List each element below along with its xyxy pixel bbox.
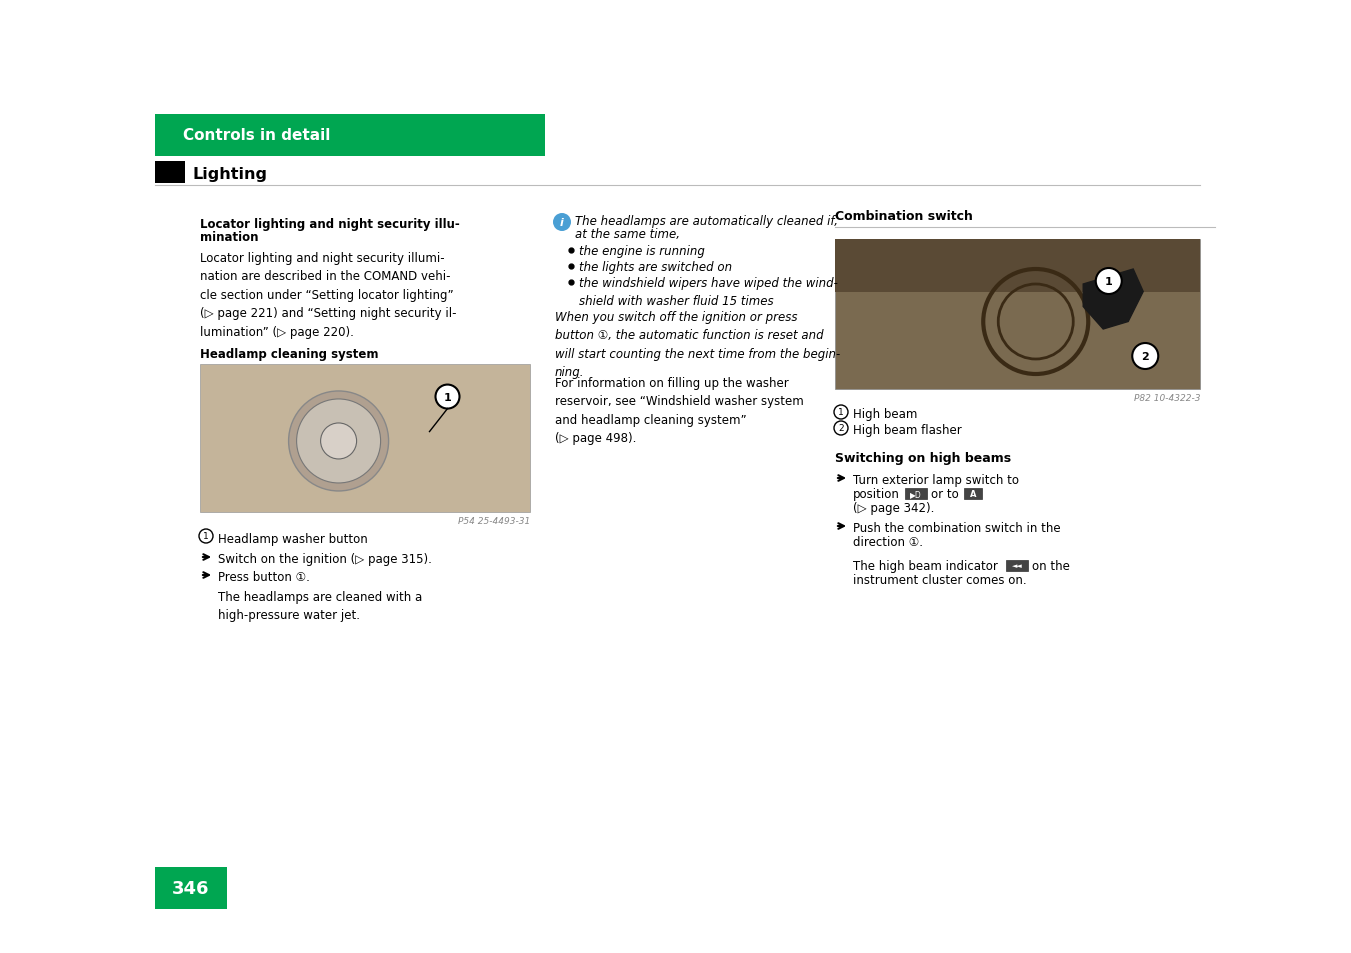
- Bar: [1006, 560, 1028, 572]
- Text: Locator lighting and night security illumi-
nation are described in the COMAND v: Locator lighting and night security illu…: [200, 252, 457, 338]
- Text: 1: 1: [838, 408, 844, 417]
- Text: Locator lighting and night security illu-: Locator lighting and night security illu…: [200, 218, 459, 231]
- Text: High beam: High beam: [852, 408, 917, 420]
- Circle shape: [553, 213, 571, 232]
- Text: 1: 1: [203, 532, 209, 541]
- Bar: [155, 162, 185, 184]
- Text: on the: on the: [1032, 559, 1070, 573]
- Circle shape: [1132, 344, 1158, 370]
- Text: A: A: [970, 490, 977, 498]
- Bar: [905, 489, 927, 499]
- Text: When you switch off the ignition or press
button ①, the automatic function is re: When you switch off the ignition or pres…: [555, 311, 840, 379]
- Circle shape: [435, 385, 459, 409]
- Bar: [965, 489, 982, 499]
- Bar: [835, 240, 1200, 390]
- Text: Lighting: Lighting: [192, 168, 267, 182]
- Text: mination: mination: [200, 231, 258, 244]
- Text: 2: 2: [1142, 352, 1150, 361]
- Bar: [200, 365, 530, 513]
- Circle shape: [834, 421, 848, 436]
- Text: 346: 346: [172, 879, 209, 897]
- Polygon shape: [1084, 270, 1143, 330]
- Circle shape: [320, 423, 357, 459]
- Text: at the same time,: at the same time,: [576, 228, 680, 241]
- Text: instrument cluster comes on.: instrument cluster comes on.: [852, 574, 1027, 586]
- Text: Combination switch: Combination switch: [835, 210, 973, 223]
- Circle shape: [297, 399, 381, 483]
- Circle shape: [289, 392, 389, 492]
- Text: Controls in detail: Controls in detail: [182, 129, 331, 143]
- Text: 1: 1: [443, 392, 451, 402]
- Bar: [155, 867, 227, 909]
- Text: For information on filling up the washer
reservoir, see “Windshield washer syste: For information on filling up the washer…: [555, 376, 804, 445]
- Text: 2: 2: [838, 424, 844, 433]
- Text: P54 25-4493-31: P54 25-4493-31: [458, 517, 530, 525]
- Text: the engine is running: the engine is running: [580, 245, 705, 257]
- Text: or to: or to: [931, 488, 959, 500]
- Text: Headlamp cleaning system: Headlamp cleaning system: [200, 348, 378, 360]
- Text: Switching on high beams: Switching on high beams: [835, 452, 1011, 464]
- Circle shape: [834, 406, 848, 419]
- Circle shape: [1096, 269, 1121, 294]
- Text: Headlamp washer button: Headlamp washer button: [218, 533, 367, 545]
- Text: ◄◄: ◄◄: [1012, 563, 1023, 569]
- Text: the windshield wipers have wiped the wind-
shield with washer fluid 15 times: the windshield wipers have wiped the win…: [580, 276, 838, 308]
- Text: The headlamps are cleaned with a
high-pressure water jet.: The headlamps are cleaned with a high-pr…: [218, 590, 423, 621]
- Text: ▶D: ▶D: [911, 490, 921, 498]
- Bar: [155, 115, 544, 157]
- Text: 1: 1: [1105, 276, 1113, 287]
- Text: (▷ page 342).: (▷ page 342).: [852, 501, 935, 515]
- Bar: [835, 240, 1200, 293]
- Text: position: position: [852, 488, 900, 500]
- Text: Turn exterior lamp switch to: Turn exterior lamp switch to: [852, 474, 1019, 486]
- Text: High beam flasher: High beam flasher: [852, 423, 962, 436]
- Text: P82 10-4322-3: P82 10-4322-3: [1133, 394, 1200, 402]
- Text: Push the combination switch in the: Push the combination switch in the: [852, 521, 1061, 535]
- Text: Press button ①.: Press button ①.: [218, 571, 309, 583]
- Text: i: i: [561, 218, 563, 228]
- Text: Switch on the ignition (▷ page 315).: Switch on the ignition (▷ page 315).: [218, 553, 432, 565]
- Circle shape: [199, 530, 213, 543]
- Text: direction ①.: direction ①.: [852, 536, 923, 548]
- Text: The high beam indicator: The high beam indicator: [852, 559, 998, 573]
- Text: the lights are switched on: the lights are switched on: [580, 261, 732, 274]
- Text: The headlamps are automatically cleaned if,: The headlamps are automatically cleaned …: [576, 214, 838, 228]
